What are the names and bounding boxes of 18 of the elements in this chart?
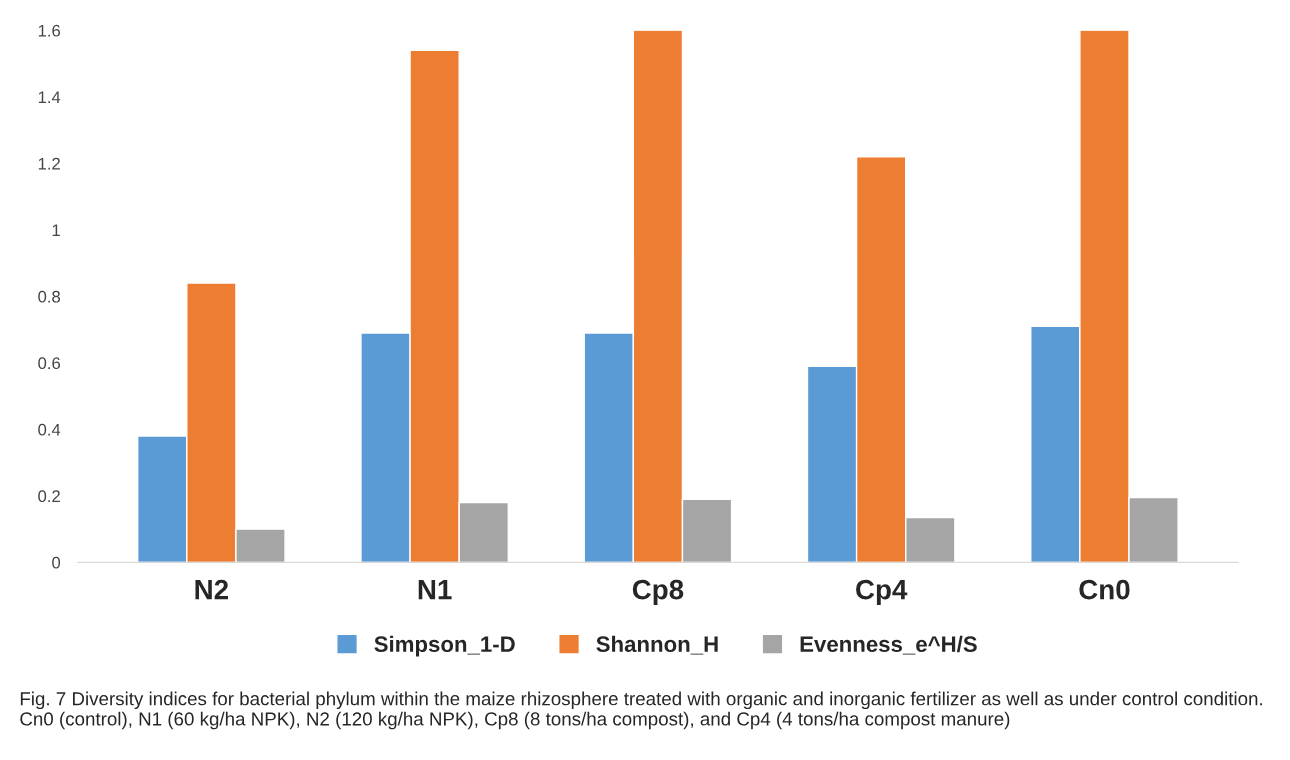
x-tick-label: N1 <box>418 580 452 600</box>
y-tick-label: 1.2 <box>38 157 60 170</box>
y-tick-label: 0 <box>52 556 61 569</box>
y-tick-label: 1.4 <box>38 91 61 103</box>
y-tick-label: 0.2 <box>38 490 60 503</box>
y-tick-label: 0.6 <box>38 357 60 370</box>
x-tick-label: Cn0 <box>1079 579 1130 600</box>
legend-label: Shannon_H <box>596 635 718 655</box>
y-tick-label: 1.6 <box>38 24 60 37</box>
y-tick-label: 1 <box>52 224 60 236</box>
y-tick-label: 0.8 <box>38 290 61 303</box>
caption: Fig. 7 Diversity indices for bacterial phylum within the maize rhizosphere treated with organic and inorganic fertilizer as well as under control condition. Cn0 (control), N1 (60 kg/ha NPK), N2 (120 kg/ha NPK), Cp8 (8 tons/ha compost), and Cp4 (4 tons/ha compost manure) <box>20 691 1262 730</box>
x-tick-label: N2 <box>195 579 228 600</box>
legend-label: Simpson_1-D <box>374 635 515 657</box>
y-tick-label: 0.4 <box>38 423 61 436</box>
x-tick-label: Cp8 <box>632 579 684 605</box>
x-tick-label: Cp4 <box>856 579 908 605</box>
legend-label: Evenness_e^H/S <box>800 635 977 655</box>
